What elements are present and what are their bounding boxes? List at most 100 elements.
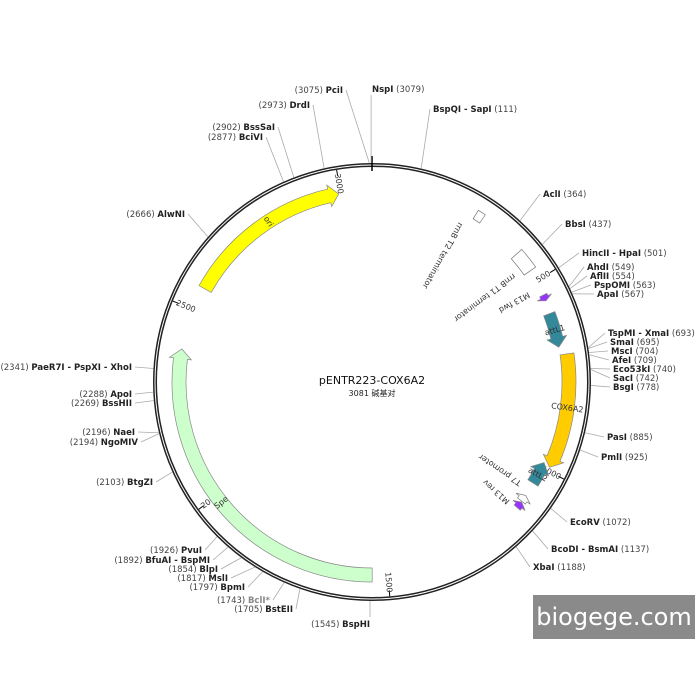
enzyme-label-drdi[interactable]: (2973) DrdI <box>259 101 310 111</box>
cut-site-line-bbsi <box>542 223 563 245</box>
enzyme-label-pmli[interactable]: PmlI (925) <box>601 453 648 463</box>
cut-site-line-smai <box>588 341 608 349</box>
cut-site-line-hincii-hpai <box>558 252 580 269</box>
feature-attl1[interactable] <box>543 311 568 348</box>
feature-ori[interactable] <box>198 184 340 293</box>
cut-site-line-xbai <box>515 546 531 568</box>
enzyme-label-ngomiv[interactable]: (2194) NgoMIV <box>70 438 139 448</box>
feature-t7-promoter[interactable] <box>515 492 531 505</box>
feature-label-m13-fwd: M13 fwd <box>497 290 531 314</box>
cut-site-line-pspomi <box>571 284 592 293</box>
cut-site-line-aflii <box>569 275 588 289</box>
cut-site-line-eco53ki <box>590 368 611 370</box>
feature-m13-rev[interactable] <box>512 499 526 511</box>
enzyme-label-naei[interactable]: (2196) NaeI <box>82 428 135 438</box>
enzyme-label-alwni[interactable]: (2666) AlwNI <box>126 210 185 220</box>
enzyme-label-bbsi[interactable]: BbsI (437) <box>565 220 611 230</box>
tick-mark <box>198 505 204 510</box>
enzyme-label-apai[interactable]: ApaI (567) <box>597 290 644 300</box>
cut-site-line-msci <box>588 350 609 353</box>
enzyme-label-bsphi[interactable]: (1545) BspHI <box>311 620 370 630</box>
enzyme-label-afei[interactable]: AfeI (709) <box>612 356 657 366</box>
enzyme-label-btgzi[interactable]: (2103) BtgZI <box>96 478 153 488</box>
cut-site-line-ahdi <box>568 266 585 287</box>
cut-site-line-acli <box>519 193 541 221</box>
cut-site-line-blpi <box>220 557 242 570</box>
feature-cox6a2[interactable] <box>542 352 577 468</box>
plasmid-name: pENTR223-COX6A2 <box>318 374 426 387</box>
enzyme-label-hincii-hpai[interactable]: HincII - HpaI (501) <box>582 249 667 259</box>
enzyme-label-ahdi[interactable]: AhdI (549) <box>587 263 634 273</box>
enzyme-label-bcodi-bsmai[interactable]: BcoDI - BsmAI (1137) <box>551 545 649 555</box>
enzyme-label-bsshii[interactable]: (2269) BssHII <box>71 399 132 409</box>
enzyme-label-bcli-[interactable]: (1743) BclI* <box>217 596 271 606</box>
tick-mark <box>336 169 339 176</box>
tick-mark <box>549 268 556 273</box>
enzyme-label-bfuai-bspmi[interactable]: (1892) BfuAI - BspMI <box>114 556 210 566</box>
enzyme-label-bsgi[interactable]: BsgI (778) <box>613 383 659 393</box>
cut-site-line-ecorv <box>550 508 568 523</box>
feature-spe[interactable] <box>168 348 373 583</box>
enzyme-label-ecorv[interactable]: EcoRV (1072) <box>570 518 631 528</box>
enzyme-label-saci[interactable]: SacI (742) <box>613 374 659 384</box>
cut-site-line-bfuai-bspmi <box>212 546 229 561</box>
tick-label: 1500 <box>383 572 394 593</box>
cut-site-line-pvui <box>204 536 218 551</box>
feature-label-m13-rev: M13 rev <box>481 477 511 505</box>
tick-mark <box>172 300 179 304</box>
enzyme-label-bspqi-sapi[interactable]: BspQI - SapI (111) <box>433 105 517 115</box>
cut-site-line-bcli- <box>272 582 285 601</box>
cut-site-line-bspqi-sapi <box>420 108 431 169</box>
tick-label: 3000 <box>333 173 345 195</box>
enzyme-label-pcii[interactable]: (3075) PciI <box>295 86 343 96</box>
cut-site-line-pcii <box>345 89 370 164</box>
enzyme-label-pasi[interactable]: PasI (885) <box>607 433 653 443</box>
cut-site-line-drdi <box>312 104 325 169</box>
cut-site-line-apoi <box>134 391 154 395</box>
watermark: biogege.com <box>533 595 695 639</box>
enzyme-label-bsteii[interactable]: (1705) BstEII <box>234 605 293 615</box>
cut-site-line-pasi <box>584 432 605 438</box>
cut-site-line-naei <box>137 431 159 434</box>
enzyme-label-pspomi[interactable]: PspOMI (563) <box>594 281 656 291</box>
feature-attl2[interactable] <box>527 462 550 487</box>
enzyme-label-nspi[interactable]: NspI (3079) <box>372 85 424 95</box>
enzyme-label-bcivi[interactable]: (2877) BciVI <box>208 133 263 143</box>
enzyme-label-apoi[interactable]: (2288) ApoI <box>79 390 132 400</box>
enzyme-label-paer7i-pspxi-xhoi[interactable]: (2341) PaeR7I - PspXI - XhoI <box>0 363 132 373</box>
enzyme-label-bsssai[interactable]: (2902) BssSaI <box>212 123 275 133</box>
feature-label-rrnb-t1-terminator: rrnB T1 terminator <box>452 272 518 324</box>
plasmid-size: 3081 碱基对 <box>348 389 396 398</box>
enzyme-label-smai[interactable]: SmaI (695) <box>610 338 659 348</box>
cut-site-line-msli <box>230 566 256 579</box>
enzyme-label-acli[interactable]: AclI (364) <box>543 190 586 200</box>
enzyme-label-msci[interactable]: MscI (704) <box>611 347 658 357</box>
cut-site-line-alwni <box>187 213 209 238</box>
tick-label: 500 <box>534 269 552 285</box>
tick-mark <box>558 475 565 480</box>
enzyme-label-tspmi-xmai[interactable]: TspMI - XmaI (693) <box>608 329 695 339</box>
enzyme-label-eco53ki[interactable]: Eco53kI (740) <box>613 365 676 375</box>
feature-rrnb-t2-terminator[interactable] <box>472 209 486 224</box>
enzyme-label-aflii[interactable]: AflII (554) <box>590 272 635 282</box>
cut-site-line-tspmi-xmai <box>588 332 606 348</box>
cut-site-line-bcivi <box>265 136 284 182</box>
enzyme-label-xbai[interactable]: XbaI (1188) <box>533 563 586 573</box>
cut-site-line-bsgi <box>590 385 611 388</box>
enzyme-label-bpmi[interactable]: (1797) BpmI <box>189 583 245 593</box>
feature-rrnb-t1-terminator[interactable] <box>510 248 537 276</box>
cut-site-line-bcodi-bsmai <box>532 530 549 550</box>
cut-site-line-bsteii <box>295 588 301 610</box>
feature-label-cox6a2: COX6A2 <box>551 401 584 414</box>
cut-site-line-ngomiv <box>140 433 160 443</box>
feature-m13-fwd[interactable] <box>537 292 552 302</box>
cut-site-line-saci <box>590 369 611 379</box>
feature-label-rrnb-t2-terminator: rrnB T2 terminator <box>420 221 465 291</box>
enzyme-label-blpi[interactable]: (1854) BlpI <box>168 565 218 575</box>
enzyme-label-pvui[interactable]: (1926) PvuI <box>150 546 202 556</box>
cut-site-line-bpmi <box>247 571 263 588</box>
cut-site-line-paer7i-pspxi-xhoi <box>134 366 154 369</box>
enzyme-label-msli[interactable]: (1817) MslI <box>177 574 228 584</box>
